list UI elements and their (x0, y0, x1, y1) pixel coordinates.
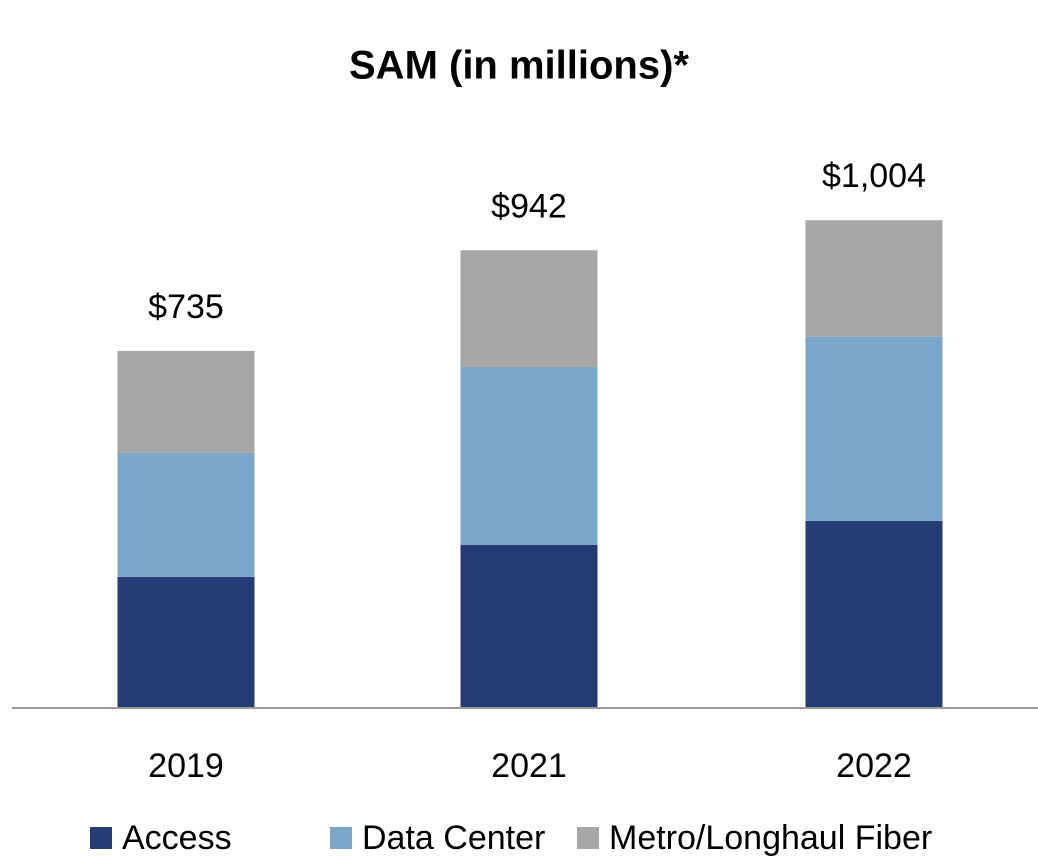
legend-swatch (577, 827, 599, 849)
legend-swatch (330, 827, 352, 849)
total-label: $735 (148, 288, 224, 326)
bar-segment (117, 452, 255, 577)
x-tick-label: 2022 (836, 747, 912, 785)
bar-segment (460, 250, 598, 367)
legend-label: Metro/Longhaul Fiber (609, 819, 932, 857)
x-tick-label: 2019 (148, 747, 224, 785)
bar-segment (805, 336, 943, 521)
legend-label: Data Center (362, 819, 545, 857)
total-label: $1,004 (822, 157, 926, 195)
bar-segment (805, 520, 943, 708)
legend-swatch (90, 827, 112, 849)
total-label: $942 (491, 187, 567, 225)
bar-segment (460, 366, 598, 545)
legend-label: Access (122, 819, 232, 857)
bar-segment (117, 350, 255, 453)
x-tick-label: 2021 (491, 747, 567, 785)
bar-segment (117, 576, 255, 708)
chart-title: SAM (in millions)* (349, 44, 689, 88)
bar-segment (460, 544, 598, 708)
bar-segment (805, 220, 943, 337)
